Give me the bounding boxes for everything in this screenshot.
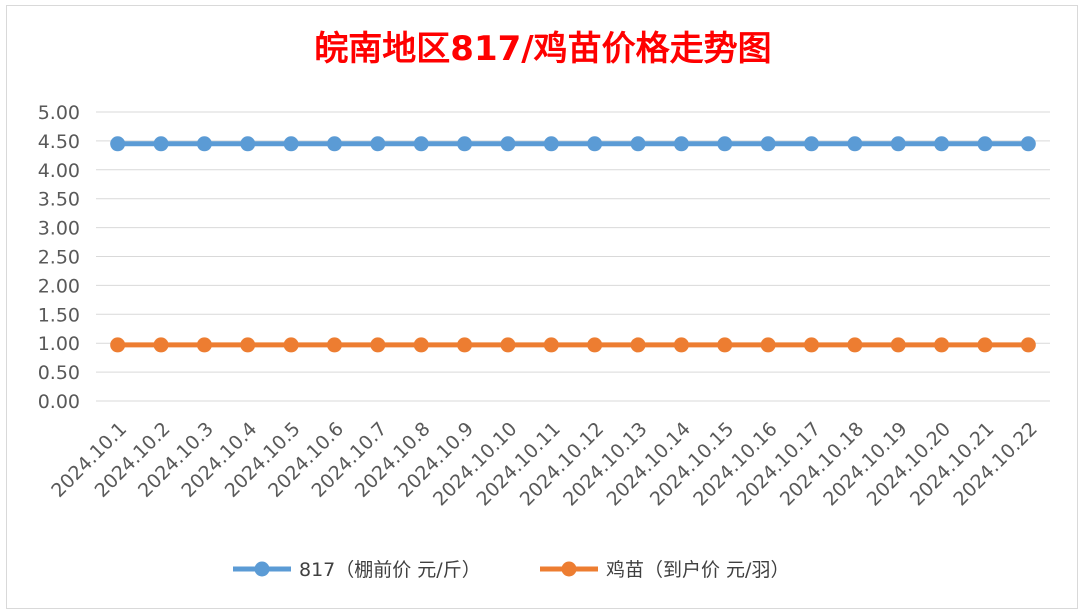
legend: 817（棚前价 元/斤） 鸡苗（到户价 元/羽） [233, 559, 789, 581]
y-axis-ticks: 0.00 0.50 1.00 1.50 2.00 2.50 3.00 3.50 4.00 4.50… [38, 102, 80, 413]
data-point [1020, 136, 1036, 152]
data-point [804, 337, 819, 353]
data-point [500, 337, 516, 353]
legend-item: 817（棚前价 元/斤） [233, 559, 481, 581]
chart-title: 皖南地区817/鸡苗价格走势图 [314, 29, 771, 69]
legend-marker [561, 561, 577, 577]
data-point [847, 337, 863, 353]
data-point [370, 136, 386, 152]
y-tick-label: 4.00 [38, 160, 80, 182]
x-axis-ticks: 2024.10.12024.10.22024.10.32024.10.42024… [47, 418, 1042, 510]
data-point [890, 136, 906, 152]
data-point [240, 337, 256, 353]
y-tick-label: 2.50 [38, 247, 80, 269]
y-tick-label: 0.00 [38, 391, 80, 413]
legend-label: 817（棚前价 元/斤） [299, 559, 481, 581]
data-point [500, 136, 516, 152]
data-point [110, 136, 126, 152]
data-point [240, 136, 256, 152]
y-tick-label: 3.00 [38, 218, 80, 240]
data-point [934, 337, 950, 353]
data-point [587, 136, 603, 152]
data-point [760, 136, 776, 152]
chart-frame [6, 5, 1078, 609]
series-0 [110, 136, 1036, 152]
data-point [543, 337, 559, 353]
data-point [283, 337, 299, 353]
data-point [457, 136, 473, 152]
series-1 [110, 337, 1036, 353]
data-point [196, 337, 212, 353]
legend-item: 鸡苗（到户价 元/羽） [540, 559, 789, 581]
y-tick-label: 5.00 [38, 102, 80, 124]
data-point [196, 136, 212, 152]
data-point [804, 136, 819, 152]
data-point [283, 136, 299, 152]
series-layer [110, 136, 1036, 353]
data-point [934, 136, 950, 152]
legend-marker [254, 561, 270, 577]
y-tick-label: 1.00 [38, 333, 80, 355]
data-point [630, 136, 646, 152]
data-point [977, 337, 993, 353]
data-point [153, 136, 169, 152]
data-point [327, 136, 342, 152]
data-point [413, 337, 429, 353]
data-point [847, 136, 863, 152]
y-tick-label: 3.50 [38, 189, 80, 211]
data-point [977, 136, 993, 152]
data-point [1020, 337, 1036, 353]
y-tick-label: 1.50 [38, 304, 80, 326]
y-tick-label: 0.50 [38, 362, 80, 384]
data-point [370, 337, 386, 353]
data-point [717, 136, 733, 152]
legend-label: 鸡苗（到户价 元/羽） [606, 559, 789, 581]
data-point [110, 337, 126, 353]
data-point [543, 136, 559, 152]
gridlines [96, 111, 1050, 402]
data-point [457, 337, 473, 353]
y-tick-label: 4.50 [38, 131, 80, 153]
data-point [717, 337, 733, 353]
data-point [890, 337, 906, 353]
data-point [673, 337, 689, 353]
data-point [760, 337, 776, 353]
data-point [587, 337, 603, 353]
data-point [630, 337, 646, 353]
data-point [153, 337, 169, 353]
data-point [413, 136, 429, 152]
data-point [673, 136, 689, 152]
data-point [327, 337, 342, 353]
y-tick-label: 2.00 [38, 275, 80, 297]
